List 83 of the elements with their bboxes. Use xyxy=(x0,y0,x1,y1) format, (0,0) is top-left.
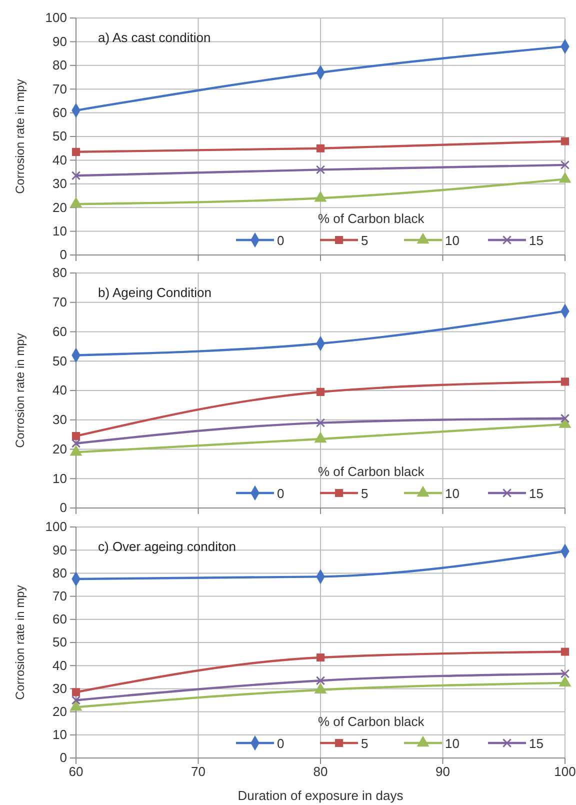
legend-label: 15 xyxy=(529,233,544,248)
y-tick-label: 20 xyxy=(52,704,67,719)
legend-label: 0 xyxy=(277,233,284,248)
y-tick-label: 10 xyxy=(52,470,67,486)
y-tick-label: 0 xyxy=(60,750,67,766)
legend-label: 5 xyxy=(361,736,368,751)
point xyxy=(72,432,80,440)
x-axis-title: Duration of exposure in days xyxy=(238,788,404,803)
y-tick-label: 60 xyxy=(52,324,67,339)
point xyxy=(559,172,571,183)
text: b) Ageing Condition xyxy=(98,285,212,300)
point xyxy=(72,148,80,156)
y-tick-label: 10 xyxy=(52,223,67,238)
point xyxy=(316,388,325,396)
y-tick-label: 80 xyxy=(52,265,67,280)
point xyxy=(560,160,570,170)
point xyxy=(560,669,570,678)
legend-label: 10 xyxy=(445,736,460,751)
y-tick-label: 50 xyxy=(52,634,67,650)
y-tick-label: 20 xyxy=(52,441,67,456)
point xyxy=(316,653,325,662)
y-tick-label: 70 xyxy=(52,81,67,96)
point xyxy=(71,438,81,448)
point xyxy=(560,414,570,423)
point xyxy=(70,197,82,208)
point xyxy=(560,648,570,656)
y-tick-label: 50 xyxy=(52,353,67,368)
legend-label: 15 xyxy=(529,486,544,501)
point xyxy=(559,676,571,687)
legend-label: 15 xyxy=(529,736,544,751)
y-tick-label: 60 xyxy=(52,104,67,120)
x-tick-label: 100 xyxy=(554,764,576,780)
y-tick-label: 40 xyxy=(52,382,67,398)
point xyxy=(560,378,570,386)
legend-label: 5 xyxy=(361,486,368,501)
point xyxy=(316,144,325,152)
point xyxy=(70,700,82,711)
y-tick-label: 30 xyxy=(52,412,67,428)
legend-title: % of Carbon black xyxy=(318,211,425,226)
x-tick-label: 70 xyxy=(191,764,206,780)
y-tick-label: 90 xyxy=(52,542,67,558)
x-tick-label: 90 xyxy=(436,764,450,780)
x-tick-label: 80 xyxy=(313,764,328,780)
y-tick-label: 30 xyxy=(52,176,67,192)
legend-label: 5 xyxy=(361,233,368,248)
text: a) As cast condition xyxy=(98,30,211,45)
y-tick-label: 80 xyxy=(52,58,67,73)
point xyxy=(71,171,81,180)
legend-label: 10 xyxy=(445,233,460,248)
y-tick-label: 0 xyxy=(60,500,67,516)
y-tick-label: 50 xyxy=(52,128,67,144)
legend-title: % of Carbon black xyxy=(318,464,425,479)
text: c) Over ageing conditon xyxy=(98,539,236,554)
y-tick-label: 80 xyxy=(52,565,67,580)
legend-label: 10 xyxy=(445,486,460,501)
legend-label: 0 xyxy=(277,736,284,751)
point xyxy=(70,445,82,456)
point xyxy=(71,696,81,705)
y-tick-label: 0 xyxy=(60,247,67,262)
y-axis-title: Corrosion rate in mpy xyxy=(13,79,27,194)
point xyxy=(316,676,326,686)
y-tick-label: 100 xyxy=(45,10,67,26)
y-tick-label: 100 xyxy=(45,519,67,534)
legend-title: % of Carbon black xyxy=(318,714,425,729)
y-axis-title: Corrosion rate in mpy xyxy=(13,333,27,448)
point xyxy=(72,688,80,696)
y-tick-label: 10 xyxy=(52,727,67,742)
y-tick-label: 30 xyxy=(52,680,67,696)
legend-label: 0 xyxy=(277,486,284,501)
y-tick-label: 60 xyxy=(52,612,67,627)
point xyxy=(314,191,326,202)
y-axis-title: Corrosion rate in mpy xyxy=(13,585,27,700)
y-tick-label: 70 xyxy=(52,588,67,604)
point xyxy=(316,165,326,174)
point xyxy=(314,683,326,694)
y-tick-label: 70 xyxy=(52,294,67,310)
y-tick-label: 90 xyxy=(52,34,67,49)
y-tick-label: 40 xyxy=(52,152,67,168)
y-tick-label: 20 xyxy=(52,200,67,215)
point xyxy=(560,137,570,146)
y-tick-label: 40 xyxy=(52,658,67,673)
point xyxy=(314,432,326,443)
point xyxy=(316,418,326,428)
